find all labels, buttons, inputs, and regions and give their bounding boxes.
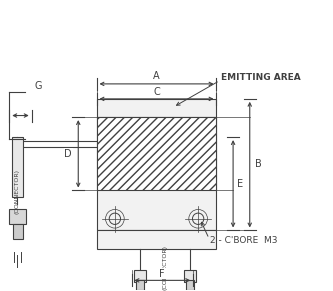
Bar — [13, 224, 23, 239]
Text: D: D — [65, 149, 72, 159]
Bar — [97, 230, 216, 249]
Bar — [97, 99, 216, 117]
Text: A: A — [153, 71, 160, 81]
Bar — [184, 270, 196, 282]
Bar — [9, 209, 26, 224]
Bar — [186, 280, 194, 290]
Text: C: C — [153, 87, 160, 97]
Text: B: B — [255, 159, 261, 169]
Bar — [12, 137, 23, 197]
Text: F: F — [160, 269, 165, 279]
Text: (CONNECTOR): (CONNECTOR) — [15, 169, 20, 214]
Bar — [97, 117, 216, 230]
Text: E: E — [237, 179, 243, 189]
Bar — [97, 117, 216, 190]
Bar — [136, 280, 144, 290]
Text: 2 - C'BORE  M3: 2 - C'BORE M3 — [210, 236, 277, 245]
Text: (CONNECTOR): (CONNECTOR) — [162, 244, 167, 290]
Text: G: G — [35, 81, 42, 91]
Text: EMITTING AREA: EMITTING AREA — [221, 73, 301, 82]
Bar — [134, 270, 146, 282]
